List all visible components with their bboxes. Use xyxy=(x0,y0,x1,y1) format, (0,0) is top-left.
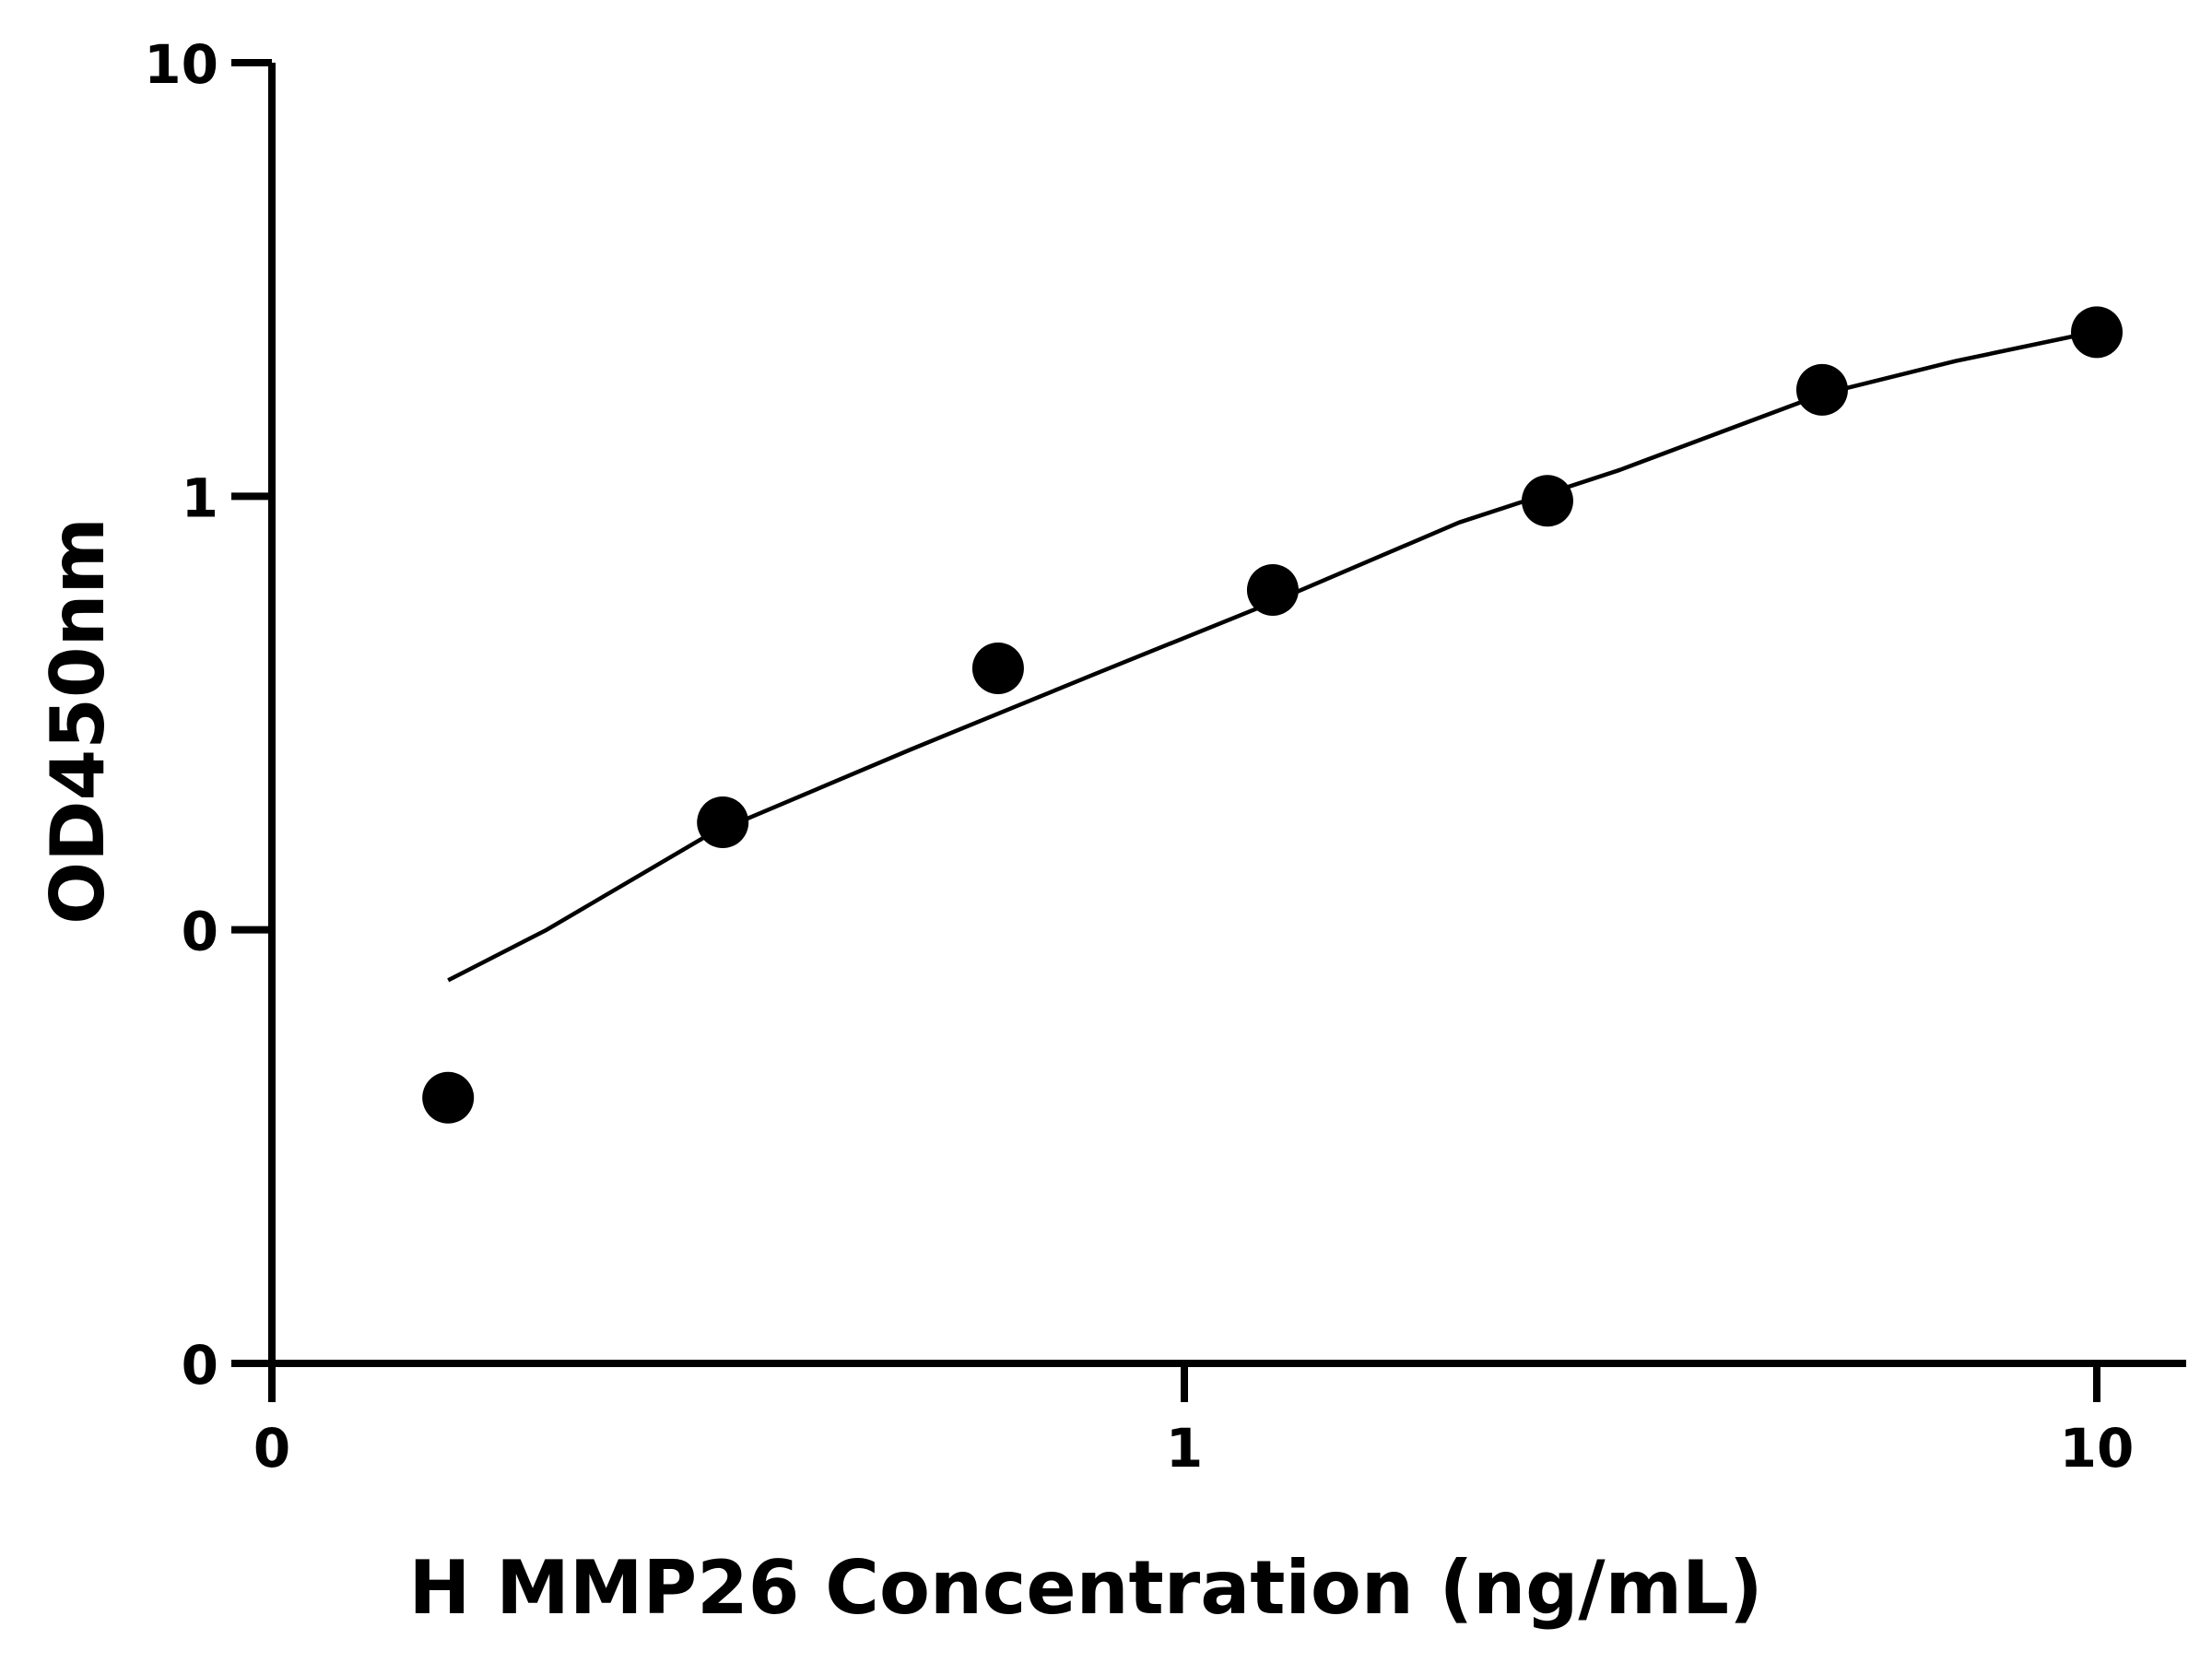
y-tick-label: 0 xyxy=(182,901,218,963)
x-tick-label: 1 xyxy=(1166,1417,1203,1480)
data-point xyxy=(1246,563,1299,616)
data-point xyxy=(697,796,749,849)
x-tick-label: 10 xyxy=(2060,1417,2135,1480)
x-tick-label: 0 xyxy=(253,1417,290,1480)
data-point xyxy=(1795,363,1848,416)
labels-layer: H MMP26 Concentration (ng/mL) OD450nm xyxy=(35,517,1763,1631)
x-axis-label: H MMP26 Concentration (ng/mL) xyxy=(408,1545,1762,1631)
y-tick-label: 10 xyxy=(144,33,218,96)
y-tick-label: 0 xyxy=(182,1334,218,1397)
data-points-layer xyxy=(422,306,2123,1124)
y-tick-label: 1 xyxy=(182,466,218,529)
data-point xyxy=(422,1071,475,1124)
y-axis-label: OD450nm xyxy=(35,517,121,925)
data-point xyxy=(2071,306,2123,359)
data-point xyxy=(1521,475,1573,527)
data-point xyxy=(971,642,1024,694)
fit-curve xyxy=(447,329,2098,983)
fit-curve-layer xyxy=(447,329,2098,983)
